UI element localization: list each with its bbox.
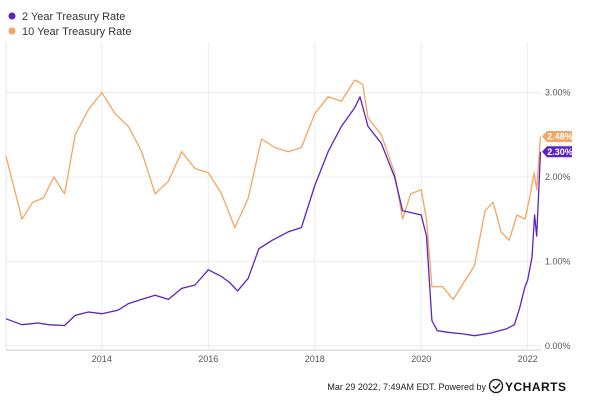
y-tick-label: 1.00% — [545, 256, 571, 266]
x-axis: 2014 2016 2018 2020 2022 — [92, 354, 538, 364]
grid — [5, 42, 541, 351]
end-labels: 2.30% 2.48% — [542, 131, 573, 158]
footer: Mar 29 2022, 7:49AM EDT. Powered by YCHA… — [327, 378, 567, 395]
series-line-10-year — [5, 79, 542, 301]
x-tick-label: 2014 — [92, 354, 112, 364]
ycharts-brand: YCHARTS — [505, 380, 567, 394]
y-axis: 0.00% 1.00% 2.00% 3.00% — [545, 88, 571, 351]
y-tick-label: 0.00% — [545, 341, 571, 351]
end-label-2-year: 2.30% — [542, 146, 573, 158]
end-label-10-year: 2.48% — [542, 131, 573, 143]
legend-item-10-year[interactable]: 10 Year Treasury Rate — [8, 26, 132, 38]
footer-timestamp: Mar 29 2022, 7:49AM EDT. Powered by — [327, 382, 486, 392]
x-tick-label: 2020 — [411, 354, 431, 364]
y-tick-label: 2.00% — [545, 172, 571, 182]
x-tick-label: 2022 — [518, 354, 538, 364]
series-line-2-year — [5, 96, 542, 337]
legend-marker-2-year — [8, 12, 16, 20]
legend-marker-10-year — [8, 27, 16, 35]
series-lines — [5, 79, 542, 337]
end-label-value: 2.30% — [547, 147, 573, 157]
end-label-value: 2.48% — [547, 132, 573, 142]
ycharts-check-icon — [492, 382, 501, 390]
x-tick-label: 2016 — [198, 354, 218, 364]
y-tick-label: 3.00% — [545, 88, 571, 98]
legend: 2 Year Treasury Rate 10 Year Treasury Ra… — [8, 11, 132, 38]
legend-label-10-year: 10 Year Treasury Rate — [22, 26, 131, 38]
end-label-tag — [542, 131, 572, 143]
ycharts-logo[interactable]: YCHARTS — [488, 378, 567, 395]
x-tick-label: 2018 — [305, 354, 325, 364]
end-label-tag — [542, 146, 572, 158]
legend-item-2-year[interactable]: 2 Year Treasury Rate — [8, 11, 126, 23]
legend-label-2-year: 2 Year Treasury Rate — [22, 11, 125, 23]
